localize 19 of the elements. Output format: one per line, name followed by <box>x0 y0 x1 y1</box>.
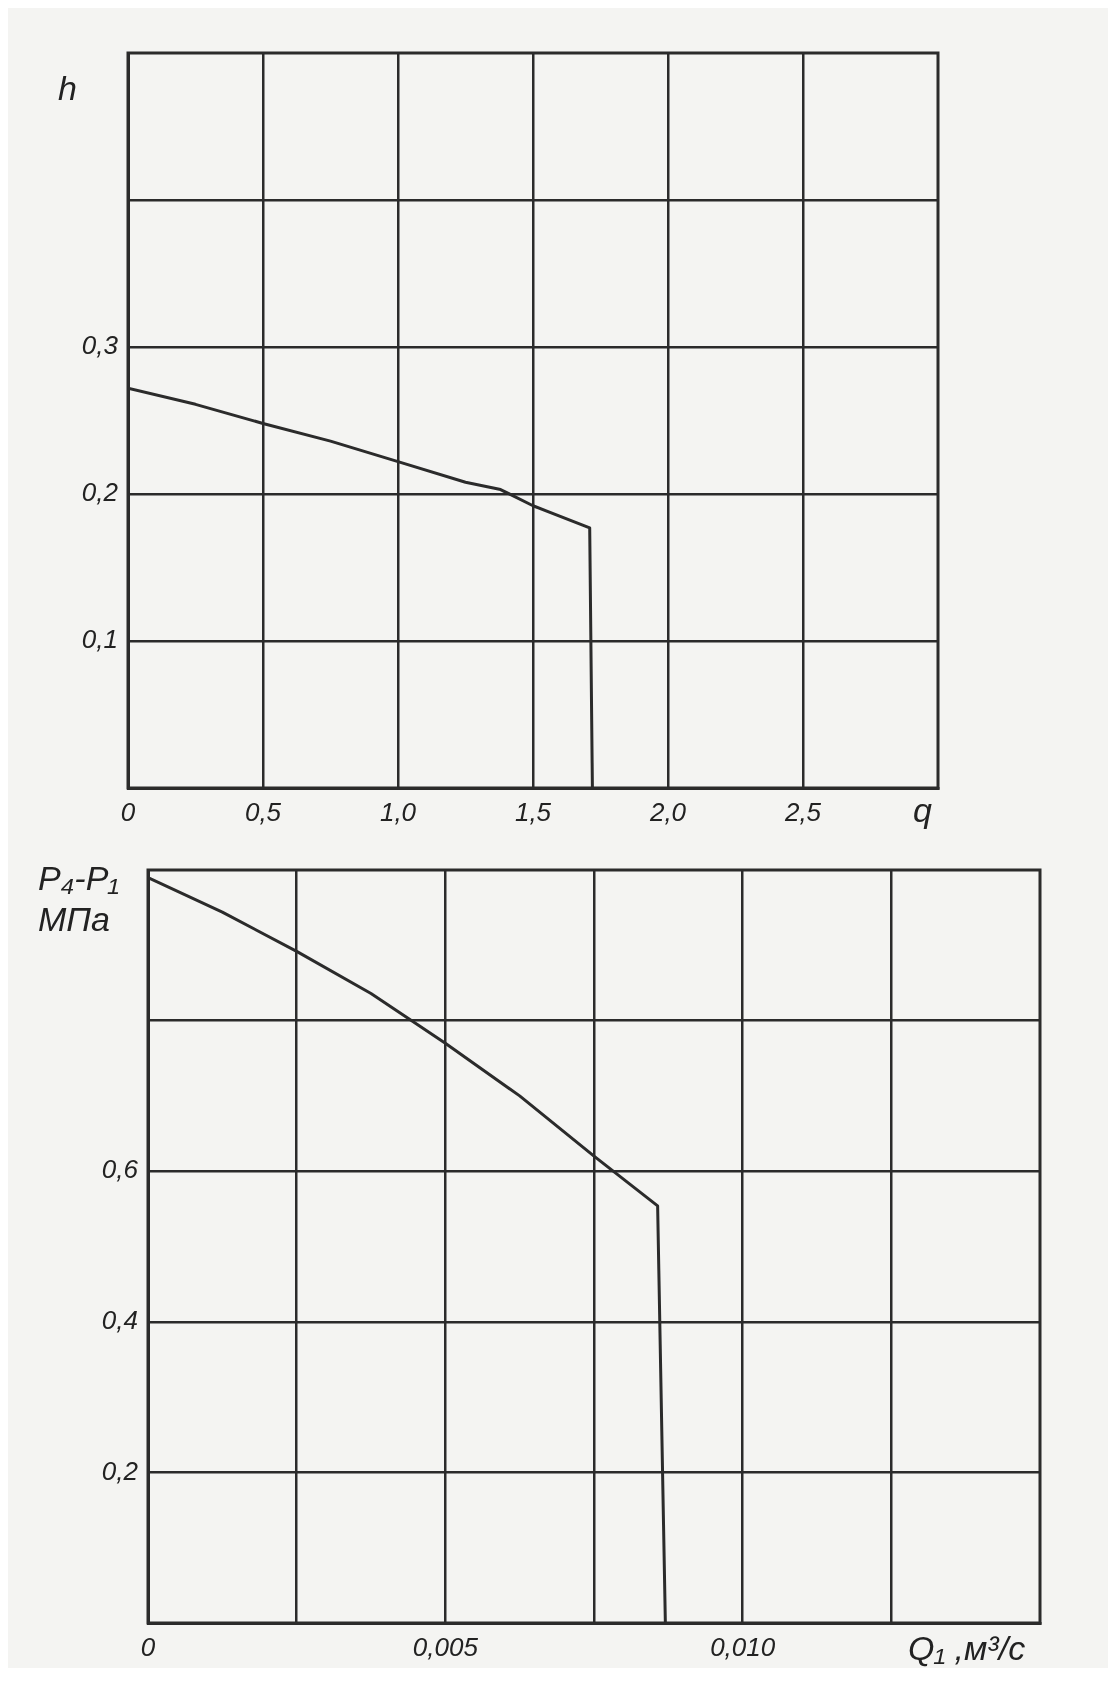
y-tick-label: 0,2 <box>81 477 119 508</box>
x-axis-title: Q₁ ,м³/с <box>908 1628 1026 1669</box>
y-tick-label: 0,2 <box>101 1455 139 1486</box>
y-tick-label: 0,1 <box>81 624 118 655</box>
x-tick-label: 0 <box>120 796 136 827</box>
x-tick-label: 0,010 <box>710 1631 776 1662</box>
x-tick-label: 2,0 <box>648 796 687 827</box>
x-tick-label: 0 <box>140 1631 156 1662</box>
x-tick-label: 1,5 <box>514 796 552 827</box>
y-axis-title: P₄-P₁ МПа <box>38 858 121 940</box>
y-tick-label: 0,6 <box>101 1154 139 1185</box>
x-tick-label: 0,005 <box>412 1631 479 1662</box>
x-axis-title: q <box>913 790 932 831</box>
y-tick-label: 0,4 <box>101 1305 138 1336</box>
x-tick-label: 1,0 <box>379 796 417 827</box>
y-tick-label: 0,3 <box>81 330 119 361</box>
x-tick-label: 2,5 <box>783 796 822 827</box>
x-tick-label: 0,5 <box>244 796 282 827</box>
y-axis-title: h <box>58 68 78 109</box>
